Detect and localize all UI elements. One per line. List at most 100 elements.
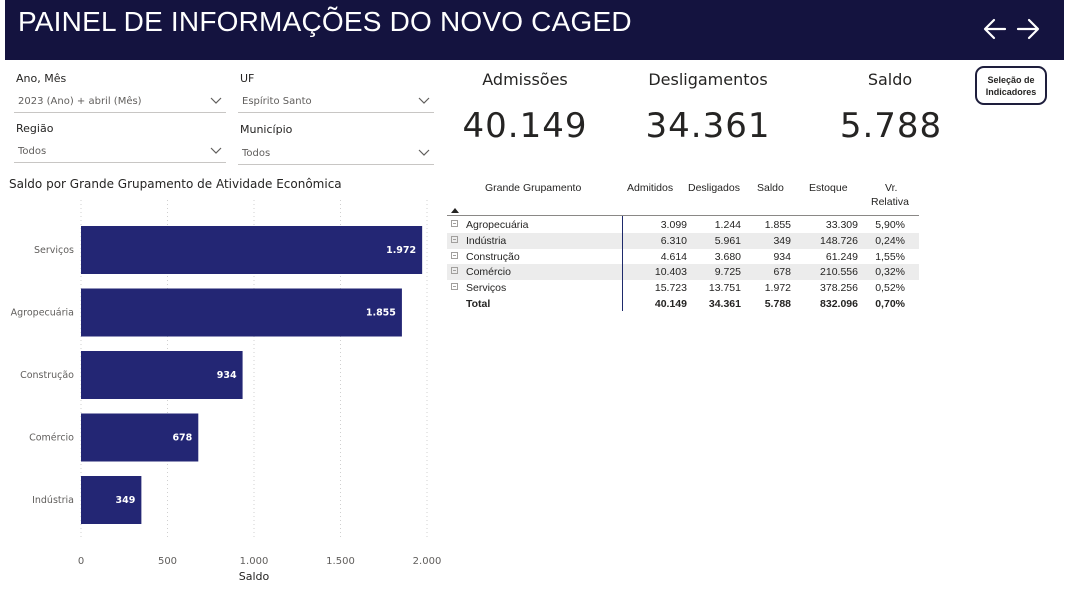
sort-ascending-icon[interactable] bbox=[451, 207, 459, 213]
back-button[interactable] bbox=[980, 14, 1010, 44]
data-label: 678 bbox=[172, 433, 192, 444]
grupamento-table: Grande Grupamento Admitidos Desligados S… bbox=[447, 178, 919, 318]
filter-label-uf: UF bbox=[240, 72, 255, 85]
cell-saldo: 1.855 bbox=[764, 219, 791, 231]
bar[interactable] bbox=[81, 351, 243, 399]
cell-vr: 1,55% bbox=[875, 250, 905, 263]
cell-admitidos: 15.723 bbox=[654, 282, 687, 295]
cell-grupo: Construção bbox=[466, 250, 520, 263]
data-label: 1.972 bbox=[386, 245, 416, 256]
filter-label-municipio: Município bbox=[240, 123, 293, 136]
selecao-indicadores-label: Seleção de Indicadores bbox=[986, 74, 1037, 98]
x-tick-label: 1.500 bbox=[326, 556, 355, 567]
cell-desligados: 9.725 bbox=[714, 266, 741, 279]
chevron-down-icon bbox=[210, 97, 222, 104]
chart-title: Saldo por Grande Grupamento de Atividade… bbox=[9, 177, 342, 191]
kpi-desligamentos-label: Desligamentos bbox=[648, 70, 768, 89]
x-tick-label: 1.000 bbox=[240, 556, 269, 567]
cell-grupo: Total bbox=[466, 298, 491, 310]
uf-dropdown[interactable]: Espírito Santo bbox=[238, 92, 434, 113]
column-divider bbox=[622, 216, 623, 311]
expand-icon[interactable] bbox=[451, 283, 458, 291]
selecao-indicadores-button[interactable]: Seleção de Indicadores bbox=[975, 66, 1047, 105]
bar[interactable] bbox=[81, 288, 402, 337]
x-tick-label: 500 bbox=[158, 556, 177, 567]
arrow-right-icon bbox=[1016, 18, 1040, 40]
expand-icon[interactable] bbox=[451, 251, 458, 259]
arrow-left-icon bbox=[983, 18, 1007, 40]
cell-saldo: 934 bbox=[773, 250, 791, 263]
header-vr[interactable]: Vr. bbox=[885, 182, 898, 194]
chevron-down-icon bbox=[418, 97, 430, 104]
cell-desligados: 3.680 bbox=[714, 250, 741, 263]
cell-saldo: 1.972 bbox=[764, 282, 791, 295]
regiao-value: Todos bbox=[18, 146, 47, 157]
forward-button[interactable] bbox=[1013, 14, 1043, 44]
y-tick-label: Indústria bbox=[32, 495, 74, 506]
cell-estoque: 61.249 bbox=[825, 250, 858, 263]
x-axis-title: Saldo bbox=[239, 570, 270, 583]
table-row[interactable]: Construção 4.614 3.680 934 61.249 1,55% bbox=[447, 249, 919, 265]
header-admitidos[interactable]: Admitidos bbox=[627, 182, 674, 194]
cell-desligados: 5.961 bbox=[714, 234, 741, 247]
selecao-line-2: Indicadores bbox=[985, 86, 1037, 97]
table-total-row[interactable]: Total 40.149 34.361 5.788 832.096 0,70% bbox=[447, 296, 919, 312]
bar[interactable] bbox=[81, 476, 142, 524]
header-desligados[interactable]: Desligados bbox=[688, 182, 740, 194]
cell-estoque: 832.096 bbox=[820, 298, 858, 310]
cell-grupo: Indústria bbox=[466, 234, 507, 247]
kpi-saldo-label: Saldo bbox=[867, 70, 913, 89]
saldo-bar-chart: 0 500 1.000 1.500 2.000 Saldo Serviços 1.972 Agr… bbox=[11, 200, 442, 583]
table-row[interactable]: Serviços 15.723 13.751 1.972 378.256 0,52% bbox=[447, 280, 919, 296]
x-tick-label: 2.000 bbox=[413, 556, 442, 567]
cell-vr: 0,24% bbox=[875, 234, 905, 247]
cell-admitidos: 6.310 bbox=[660, 234, 687, 247]
header-estoque[interactable]: Estoque bbox=[809, 182, 848, 194]
y-tick-label: Construção bbox=[20, 370, 74, 381]
selecao-line-1: Seleção de bbox=[987, 74, 1035, 85]
cell-estoque: 148.726 bbox=[820, 234, 858, 247]
kpi-admissoes-label: Admissões bbox=[482, 70, 568, 89]
cell-admitidos: 4.614 bbox=[660, 250, 687, 263]
ano-mes-dropdown[interactable]: 2023 (Ano) + abril (Mês) bbox=[14, 92, 226, 113]
table-row[interactable]: Agropecuária 3.099 1.244 1.855 33.309 5,90% bbox=[447, 217, 919, 233]
expand-icon[interactable] bbox=[451, 267, 458, 275]
municipio-dropdown[interactable]: Todos bbox=[238, 144, 434, 165]
bar[interactable] bbox=[81, 413, 199, 462]
cell-desligados: 1.244 bbox=[714, 219, 741, 231]
header-saldo[interactable]: Saldo bbox=[757, 182, 784, 194]
expand-icon[interactable] bbox=[451, 220, 458, 227]
data-label: 934 bbox=[217, 370, 237, 381]
data-label: 1.855 bbox=[366, 308, 396, 319]
header-divider bbox=[447, 215, 919, 216]
expand-icon[interactable] bbox=[451, 235, 458, 243]
cell-grupo: Comércio bbox=[466, 266, 511, 279]
ano-mes-value: 2023 (Ano) + abril (Mês) bbox=[18, 96, 142, 107]
cell-estoque: 33.309 bbox=[825, 219, 858, 231]
bar[interactable] bbox=[81, 226, 423, 274]
cell-desligados: 34.361 bbox=[708, 298, 741, 310]
filter-label-regiao: Região bbox=[16, 122, 54, 135]
municipio-value: Todos bbox=[242, 148, 271, 159]
table-row[interactable]: Comércio 10.403 9.725 678 210.556 0,32% bbox=[447, 264, 919, 281]
y-tick-label: Serviços bbox=[34, 245, 74, 256]
data-label: 349 bbox=[116, 495, 136, 506]
kpi-desligamentos-value: 34.361 bbox=[645, 106, 771, 146]
header-banner: PAINEL DE INFORMAÇÕES DO NOVO CAGED bbox=[5, 0, 1064, 60]
filter-label-ano-mes: Ano, Mês bbox=[16, 72, 67, 85]
chevron-down-icon bbox=[210, 147, 222, 154]
cell-vr: 0,32% bbox=[875, 266, 905, 279]
cell-vr: 0,70% bbox=[875, 298, 905, 310]
header-grande-grupamento[interactable]: Grande Grupamento bbox=[485, 182, 582, 194]
cell-desligados: 13.751 bbox=[708, 282, 741, 295]
chevron-down-icon bbox=[418, 149, 430, 156]
regiao-dropdown[interactable]: Todos bbox=[14, 142, 226, 163]
cell-admitidos: 10.403 bbox=[654, 266, 687, 279]
y-tick-label: Comércio bbox=[29, 433, 74, 444]
cell-estoque: 210.556 bbox=[820, 266, 858, 279]
cell-saldo: 678 bbox=[773, 266, 791, 279]
table-row[interactable]: Indústria 6.310 5.961 349 148.726 0,24% bbox=[447, 232, 919, 249]
cell-estoque: 378.256 bbox=[820, 282, 858, 295]
header-relativa: Relativa bbox=[871, 196, 909, 208]
cell-saldo: 5.788 bbox=[764, 298, 791, 310]
